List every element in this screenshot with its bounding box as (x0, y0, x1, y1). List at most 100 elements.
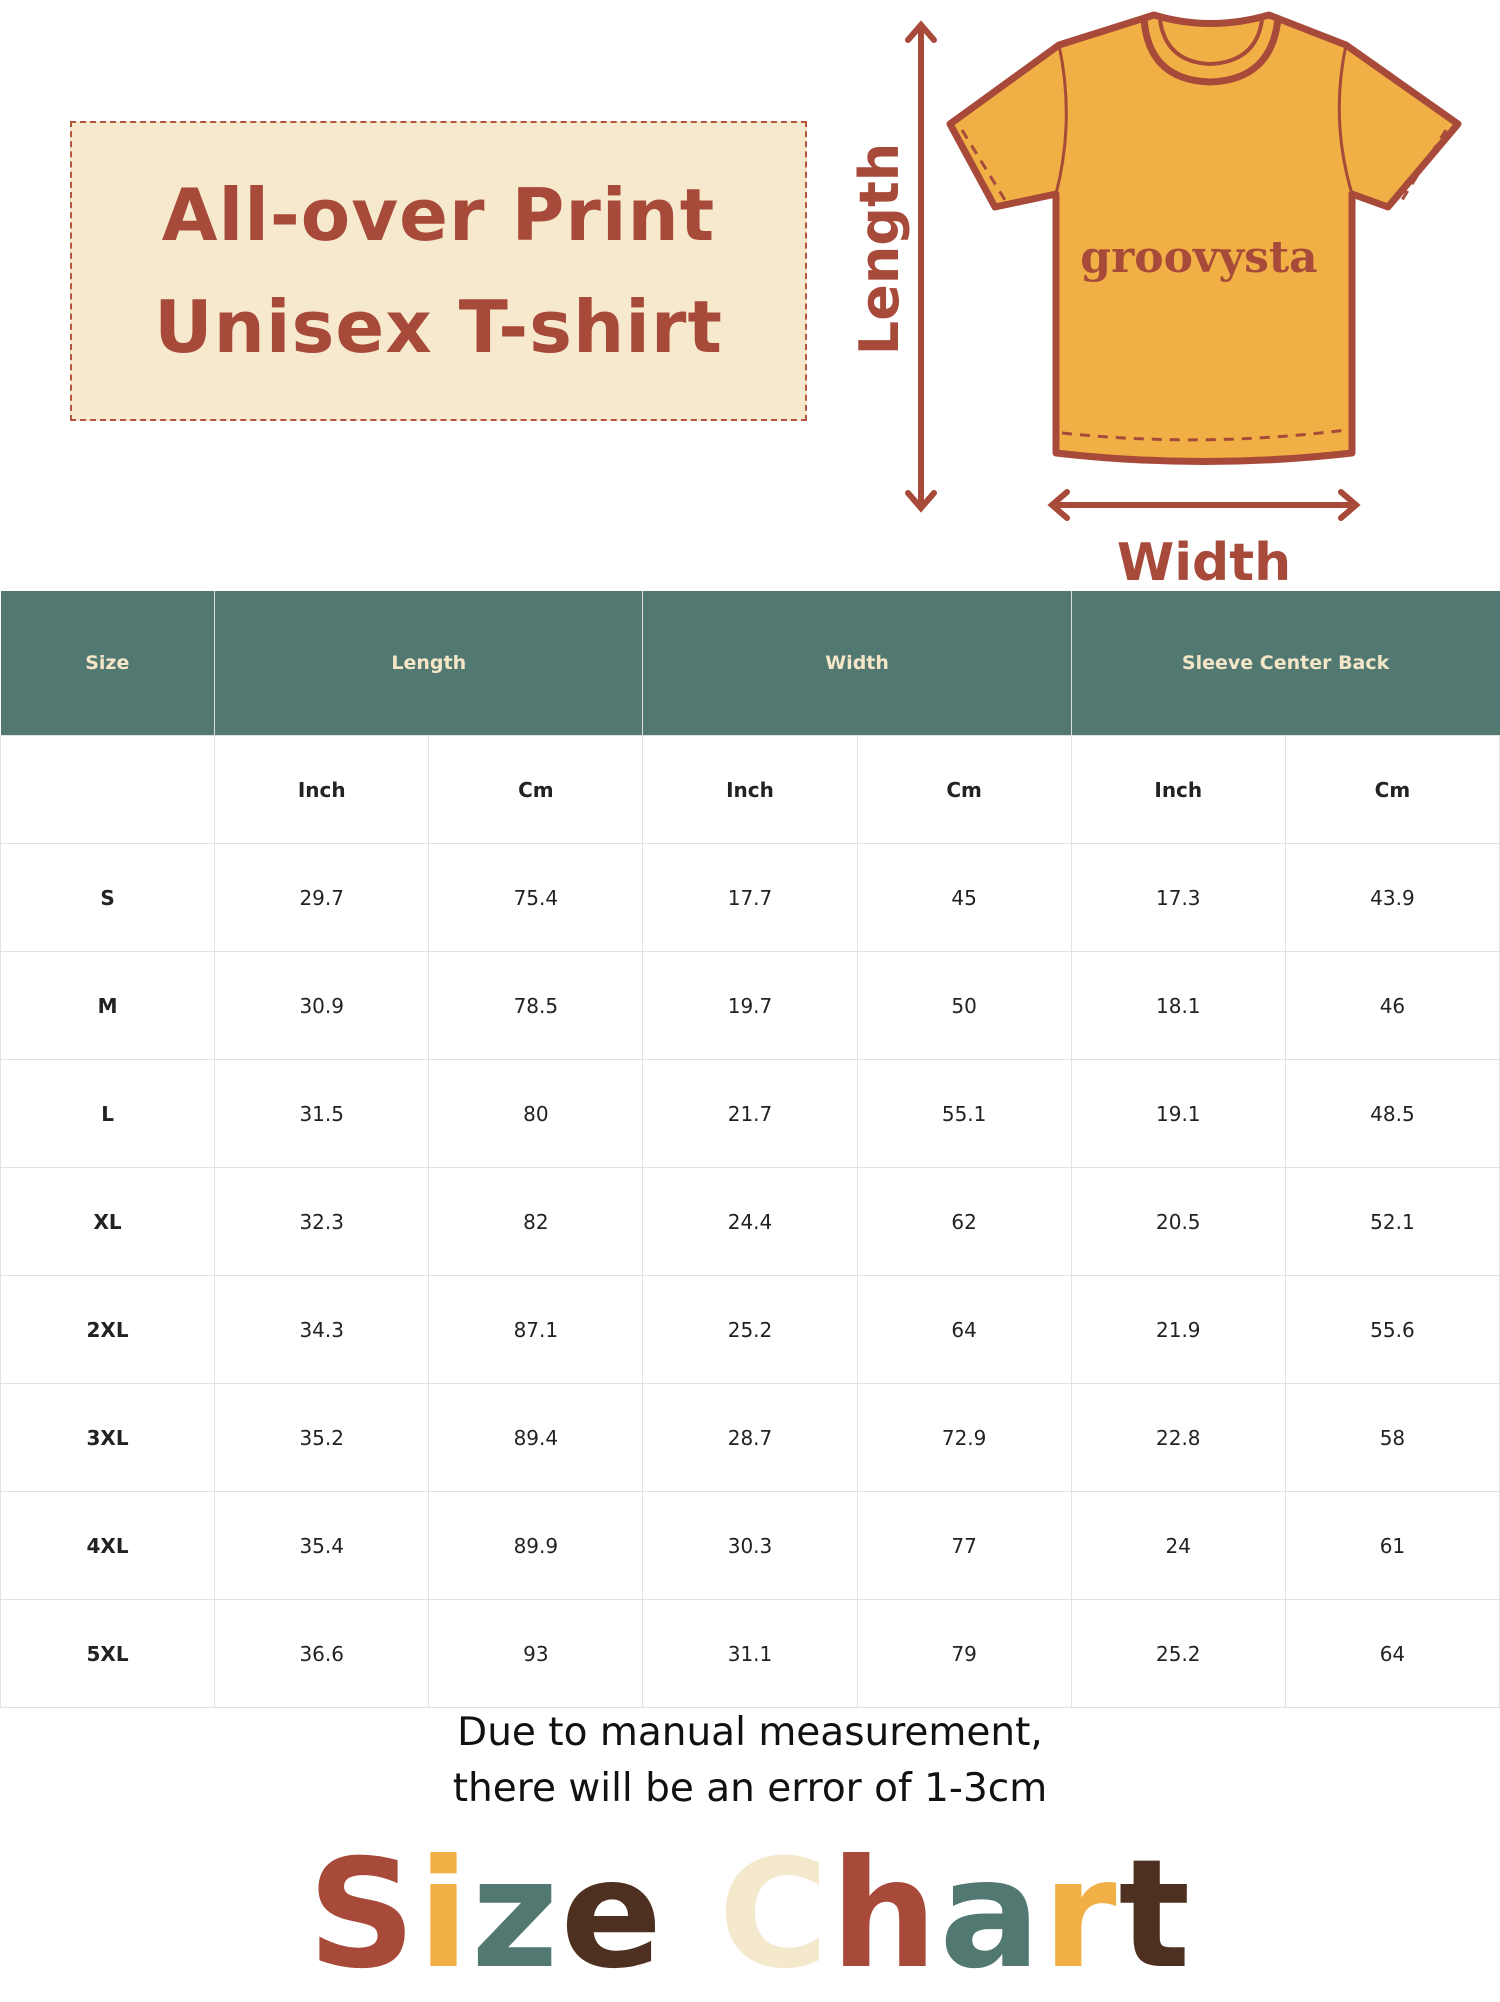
value-cell: 79 (856, 1599, 1072, 1708)
unit-row: Inch Cm Inch Cm Inch Cm (0, 735, 1500, 844)
unit-empty (0, 735, 216, 844)
value-cell: 55.6 (1284, 1275, 1500, 1384)
value-cell: 24.4 (642, 1167, 858, 1276)
value-cell: 89.4 (428, 1383, 644, 1492)
header-sleeve-center-back: Sleeve Center Back (1071, 591, 1500, 736)
value-cell: 29.7 (214, 843, 430, 952)
length-arrow (905, 20, 937, 513)
unit-cell: Inch (214, 735, 430, 844)
tshirt-diagram: groovysta Length Width (848, 11, 1462, 593)
table-row: M 30.9 78.5 19.7 50 18.1 46 (0, 951, 1500, 1060)
header-width: Width (642, 591, 1072, 736)
size-chart-letter: C (718, 1828, 831, 2002)
size-chart-letter: h (830, 1828, 940, 2002)
table-header-row: Size Length Width Sleeve Center Back (0, 591, 1500, 736)
value-cell: 50 (856, 951, 1072, 1060)
title-box: All-over Print Unisex T-shirt (70, 121, 807, 421)
size-table: Size Length Width Sleeve Center Back Inc… (0, 591, 1500, 1708)
value-cell: 20.5 (1070, 1167, 1286, 1276)
size-chart-letter: e (560, 1828, 665, 2002)
title-line-1: All-over Print (161, 173, 716, 257)
value-cell: 21.7 (642, 1059, 858, 1168)
value-cell: 21.9 (1070, 1275, 1286, 1384)
value-cell: 35.2 (214, 1383, 430, 1492)
value-cell: 48.5 (1284, 1059, 1500, 1168)
value-cell: 46 (1284, 951, 1500, 1060)
value-cell: 93 (428, 1599, 644, 1708)
size-cell: XL (0, 1167, 216, 1276)
width-label: Width (1117, 533, 1291, 593)
size-cell: L (0, 1059, 216, 1168)
value-cell: 87.1 (428, 1275, 644, 1384)
size-chart-letter: i (417, 1828, 472, 2002)
value-cell: 72.9 (856, 1383, 1072, 1492)
value-cell: 64 (1284, 1599, 1500, 1708)
value-cell: 35.4 (214, 1491, 430, 1600)
note-line-2: there will be an error of 1-3cm (452, 1766, 1048, 1811)
size-cell: 4XL (0, 1491, 216, 1600)
size-cell: 5XL (0, 1599, 216, 1708)
size-chart-letter: t (1118, 1828, 1193, 2002)
size-chart-title: Size Chart (0, 1840, 1500, 1990)
value-cell: 25.2 (1070, 1599, 1286, 1708)
value-cell: 17.7 (642, 843, 858, 952)
size-chart-letter (664, 1828, 718, 2002)
size-cell: 3XL (0, 1383, 216, 1492)
value-cell: 31.1 (642, 1599, 858, 1708)
size-chart-letter: r (1042, 1828, 1119, 2002)
value-cell: 25.2 (642, 1275, 858, 1384)
value-cell: 30.9 (214, 951, 430, 1060)
table-row: XL 32.3 82 24.4 62 20.5 52.1 (0, 1167, 1500, 1276)
unit-cell: Cm (428, 735, 644, 844)
unit-cell: Cm (856, 735, 1072, 844)
tshirt-illustration (946, 11, 1462, 465)
value-cell: 58 (1284, 1383, 1500, 1492)
value-cell: 32.3 (214, 1167, 430, 1276)
header-size: Size (0, 591, 216, 736)
title-line-2: Unisex T-shirt (154, 285, 723, 369)
value-cell: 24 (1070, 1491, 1286, 1600)
table-row: 2XL 34.3 87.1 25.2 64 21.9 55.6 (0, 1275, 1500, 1384)
width-arrow (1047, 489, 1361, 521)
value-cell: 28.7 (642, 1383, 858, 1492)
size-chart-letter: z (471, 1828, 561, 2002)
unit-cell: Cm (1284, 735, 1500, 844)
note-line-1: Due to manual measurement, (457, 1710, 1043, 1755)
unit-cell: Inch (642, 735, 858, 844)
value-cell: 22.8 (1070, 1383, 1286, 1492)
value-cell: 19.1 (1070, 1059, 1286, 1168)
table-row: 5XL 36.6 93 31.1 79 25.2 64 (0, 1599, 1500, 1708)
value-cell: 64 (856, 1275, 1072, 1384)
value-cell: 43.9 (1284, 843, 1500, 952)
value-cell: 34.3 (214, 1275, 430, 1384)
size-cell: M (0, 951, 216, 1060)
value-cell: 18.1 (1070, 951, 1286, 1060)
value-cell: 89.9 (428, 1491, 644, 1600)
value-cell: 19.7 (642, 951, 858, 1060)
header-length: Length (214, 591, 644, 736)
value-cell: 77 (856, 1491, 1072, 1600)
size-chart-letter: a (939, 1828, 1043, 2002)
value-cell: 31.5 (214, 1059, 430, 1168)
value-cell: 30.3 (642, 1491, 858, 1600)
table-row: S 29.7 75.4 17.7 45 17.3 43.9 (0, 843, 1500, 952)
value-cell: 61 (1284, 1491, 1500, 1600)
value-cell: 45 (856, 843, 1072, 952)
value-cell: 36.6 (214, 1599, 430, 1708)
table-row: L 31.5 80 21.7 55.1 19.1 48.5 (0, 1059, 1500, 1168)
size-cell: 2XL (0, 1275, 216, 1384)
length-label: Length (848, 143, 911, 355)
value-cell: 62 (856, 1167, 1072, 1276)
value-cell: 55.1 (856, 1059, 1072, 1168)
value-cell: 17.3 (1070, 843, 1286, 952)
measurement-note: Due to manual measurement, there will be… (0, 1705, 1500, 1817)
value-cell: 80 (428, 1059, 644, 1168)
size-cell: S (0, 843, 216, 952)
value-cell: 75.4 (428, 843, 644, 952)
value-cell: 78.5 (428, 951, 644, 1060)
table-row: 3XL 35.2 89.4 28.7 72.9 22.8 58 (0, 1383, 1500, 1492)
table-row: 4XL 35.4 89.9 30.3 77 24 61 (0, 1491, 1500, 1600)
value-cell: 52.1 (1284, 1167, 1500, 1276)
brand-text: groovysta (1080, 232, 1317, 283)
size-chart-letter: S (307, 1828, 418, 2002)
